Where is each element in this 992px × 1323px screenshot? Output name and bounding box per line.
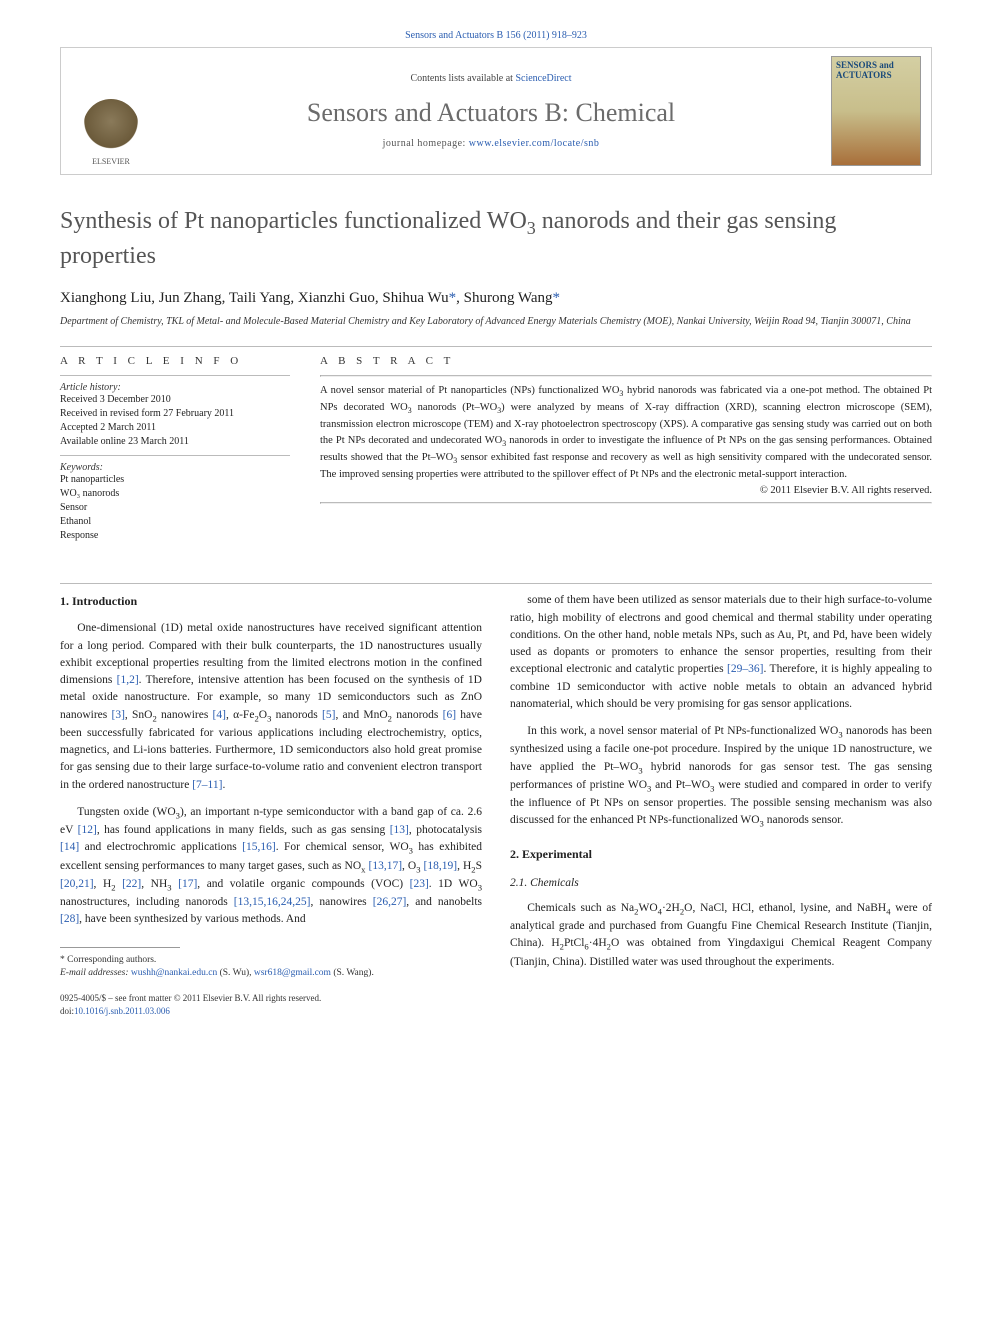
- homepage-line: journal homepage: www.elsevier.com/locat…: [169, 138, 813, 149]
- keyword: Response: [60, 529, 290, 543]
- paragraph: One-dimensional (1D) metal oxide nanostr…: [60, 620, 482, 793]
- article-title: Synthesis of Pt nanoparticles functional…: [60, 205, 932, 272]
- footnotes: * Corresponding authors. E-mail addresse…: [60, 954, 482, 981]
- homepage-prefix: journal homepage:: [383, 138, 469, 149]
- divider: [60, 375, 290, 376]
- info-abstract-row: A R T I C L E I N F O Article history: R…: [60, 355, 932, 543]
- history-item: Available online 23 March 2011: [60, 435, 290, 449]
- affiliation: Department of Chemistry, TKL of Metal- a…: [60, 315, 932, 328]
- abstract-heading: A B S T R A C T: [320, 355, 932, 367]
- contents-line: Contents lists available at ScienceDirec…: [169, 73, 813, 84]
- homepage-link[interactable]: www.elsevier.com/locate/snb: [469, 138, 600, 149]
- abstract-text: A novel sensor material of Pt nanopartic…: [320, 383, 932, 482]
- doi-label: doi:: [60, 1006, 74, 1016]
- divider: [60, 583, 932, 584]
- author-list: Xianghong Liu, Jun Zhang, Taili Yang, Xi…: [60, 290, 932, 307]
- divider: [60, 455, 290, 456]
- sciencedirect-link[interactable]: ScienceDirect: [515, 73, 571, 84]
- elsevier-tree-icon: [83, 99, 139, 155]
- keyword: WO₃ nanorods: [60, 487, 290, 501]
- divider: [320, 502, 932, 504]
- publisher-name: ELSEVIER: [83, 157, 139, 166]
- journal-title: Sensors and Actuators B: Chemical: [169, 98, 813, 128]
- keyword: Ethanol: [60, 515, 290, 529]
- copyright-footer: 0925-4005/$ – see front matter © 2011 El…: [60, 992, 482, 1017]
- paragraph: some of them have been utilized as senso…: [510, 592, 932, 713]
- keywords-label: Keywords:: [60, 462, 290, 473]
- paragraph: Chemicals such as Na2WO4·2H2O, NaCl, HCl…: [510, 900, 932, 971]
- keyword: Sensor: [60, 501, 290, 515]
- divider: [320, 375, 932, 377]
- email-who: (S. Wang).: [331, 968, 374, 978]
- elsevier-logo: ELSEVIER: [83, 99, 139, 166]
- divider: [60, 346, 932, 347]
- abstract-copyright: © 2011 Elsevier B.V. All rights reserved…: [320, 485, 932, 496]
- email-line: E-mail addresses: wushh@nankai.edu.cn (S…: [60, 967, 482, 980]
- journal-cover-cell: SENSORS and ACTUATORS: [821, 48, 931, 174]
- email-link[interactable]: wsr618@gmail.com: [254, 968, 331, 978]
- history-item: Received in revised form 27 February 201…: [60, 407, 290, 421]
- top-citation: Sensors and Actuators B 156 (2011) 918–9…: [60, 30, 932, 41]
- section-heading: 1. Introduction: [60, 592, 482, 610]
- paragraph: In this work, a novel sensor material of…: [510, 723, 932, 830]
- article-info-heading: A R T I C L E I N F O: [60, 355, 290, 367]
- email-label: E-mail addresses:: [60, 968, 131, 978]
- journal-header: ELSEVIER Contents lists available at Sci…: [60, 47, 932, 175]
- publisher-logo-cell: ELSEVIER: [61, 48, 161, 174]
- cover-title: SENSORS and ACTUATORS: [836, 61, 916, 81]
- corresponding-label: * Corresponding authors.: [60, 954, 482, 967]
- history-item: Received 3 December 2010: [60, 393, 290, 407]
- history-item: Accepted 2 March 2011: [60, 421, 290, 435]
- article-info: A R T I C L E I N F O Article history: R…: [60, 355, 290, 543]
- keyword: Pt nanoparticles: [60, 473, 290, 487]
- abstract: A B S T R A C T A novel sensor material …: [320, 355, 932, 543]
- footnote-divider: [60, 947, 180, 948]
- doi-line: doi:10.1016/j.snb.2011.03.006: [60, 1005, 482, 1018]
- header-center: Contents lists available at ScienceDirec…: [161, 48, 821, 174]
- issn-line: 0925-4005/$ – see front matter © 2011 El…: [60, 992, 482, 1005]
- journal-cover-icon: SENSORS and ACTUATORS: [831, 56, 921, 166]
- paragraph: Tungsten oxide (WO3), an important n-typ…: [60, 804, 482, 929]
- history-label: Article history:: [60, 382, 290, 393]
- contents-prefix: Contents lists available at: [410, 73, 515, 84]
- subsection-heading: 2.1. Chemicals: [510, 875, 932, 892]
- email-who: (S. Wu),: [217, 968, 254, 978]
- section-heading: 2. Experimental: [510, 845, 932, 863]
- email-link[interactable]: wushh@nankai.edu.cn: [131, 968, 217, 978]
- doi-link[interactable]: 10.1016/j.snb.2011.03.006: [74, 1006, 170, 1016]
- body-text: 1. Introduction One-dimensional (1D) met…: [60, 592, 932, 1017]
